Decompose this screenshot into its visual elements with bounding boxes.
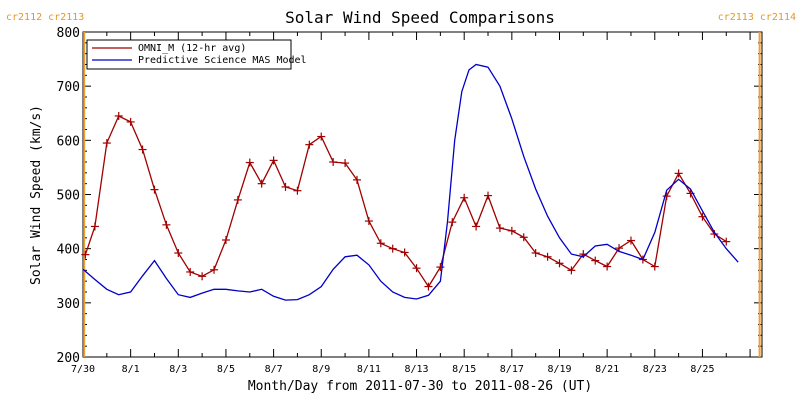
x-tick-label: 8/17	[500, 364, 524, 375]
data-point-omni	[484, 191, 493, 200]
legend-label-mas: Predictive Science MAS Model	[138, 55, 307, 66]
data-point-omni	[281, 182, 290, 191]
cr-label-right: cr2113 cr2114	[718, 12, 796, 23]
data-point-omni	[138, 145, 147, 154]
data-point-omni	[388, 244, 397, 253]
y-tick-label: 200	[57, 351, 80, 366]
data-point-omni	[626, 236, 635, 245]
data-point-omni	[543, 252, 552, 261]
data-point-omni	[162, 220, 171, 229]
legend: OMNI_M (12-hr avg) Predictive Science MA…	[86, 39, 307, 70]
data-point-omni	[352, 175, 361, 184]
x-tick-label: 7/30	[71, 364, 95, 375]
legend-label-omni: OMNI_M (12-hr avg)	[138, 43, 246, 54]
data-point-omni	[460, 193, 469, 202]
data-point-omni	[186, 267, 195, 276]
series	[81, 63, 739, 301]
series-line-omni	[84, 115, 727, 288]
x-tick-label: 8/5	[217, 364, 235, 375]
data-point-omni	[400, 248, 409, 257]
carrington-rotation-lines	[83, 32, 761, 357]
plot-frame	[82, 31, 763, 358]
data-point-omni	[329, 158, 338, 166]
data-point-omni	[424, 282, 433, 291]
data-point-omni	[448, 218, 457, 227]
x-tick-label: 8/25	[690, 364, 714, 375]
data-point-omni	[591, 256, 600, 265]
data-point-omni	[472, 222, 481, 231]
data-point-omni	[603, 262, 612, 271]
x-tick-label: 8/3	[169, 364, 187, 375]
data-point-omni	[90, 222, 99, 231]
y-tick-label: 700	[57, 80, 80, 95]
data-point-omni	[519, 233, 528, 242]
data-point-omni	[114, 111, 123, 120]
data-point-omni	[412, 264, 421, 273]
x-tick-label: 8/11	[357, 364, 381, 375]
data-point-omni	[555, 259, 564, 268]
data-point-omni	[210, 265, 219, 274]
data-point-omni	[376, 239, 385, 248]
cr-label-left: cr2112 cr2113	[6, 12, 84, 23]
data-point-omni	[364, 217, 373, 226]
data-point-omni	[293, 186, 302, 195]
chart-title: Solar Wind Speed Comparisons	[285, 8, 555, 27]
series-line-mas	[82, 63, 739, 301]
data-point-omni	[174, 249, 183, 257]
data-point-omni	[341, 159, 350, 168]
x-tick-label: 8/13	[404, 364, 428, 375]
x-tick-label: 8/7	[265, 364, 283, 375]
data-point-omni	[317, 132, 326, 141]
data-point-omni	[221, 236, 230, 244]
data-point-omni	[102, 139, 111, 148]
data-point-omni	[198, 272, 207, 281]
axes: 200 300 400 500 600 700 800 7/30 8/1 8/3 8/5 8/7 8/9…	[57, 26, 762, 375]
legend-box	[86, 39, 292, 70]
x-tick-label: 8/9	[312, 364, 330, 375]
data-point-omni	[650, 262, 659, 271]
data-point-omni	[674, 169, 683, 178]
data-point-omni	[233, 195, 242, 204]
data-point-omni	[269, 156, 278, 165]
data-point-omni	[245, 158, 254, 167]
x-tick-label: 8/1	[122, 364, 140, 375]
y-tick-label: 800	[57, 26, 80, 41]
data-point-omni	[567, 266, 576, 275]
data-point-omni	[722, 237, 731, 246]
x-tick-label: 8/15	[452, 364, 476, 375]
data-point-omni	[436, 263, 445, 272]
x-tick-label: 8/23	[643, 364, 667, 375]
x-tick-label: 8/21	[595, 364, 619, 375]
y-tick-label: 500	[57, 189, 80, 204]
data-point-omni	[126, 117, 135, 126]
data-point-omni	[81, 250, 90, 259]
data-point-omni	[531, 249, 540, 257]
y-tick-label: 300	[57, 297, 80, 312]
y-axis-label: Solar Wind Speed (km/s)	[29, 105, 44, 285]
y-tick-label: 600	[57, 134, 80, 149]
x-axis-label: Month/Day from 2011-07-30 to 2011-08-26 …	[248, 379, 592, 394]
data-point-omni	[495, 224, 504, 233]
x-tick-label: 8/19	[547, 364, 571, 375]
data-point-omni	[507, 226, 516, 235]
y-tick-label: 400	[57, 243, 80, 258]
data-point-omni	[662, 192, 671, 201]
data-point-omni	[305, 140, 314, 149]
data-point-omni	[257, 179, 266, 188]
data-point-omni	[150, 185, 159, 194]
